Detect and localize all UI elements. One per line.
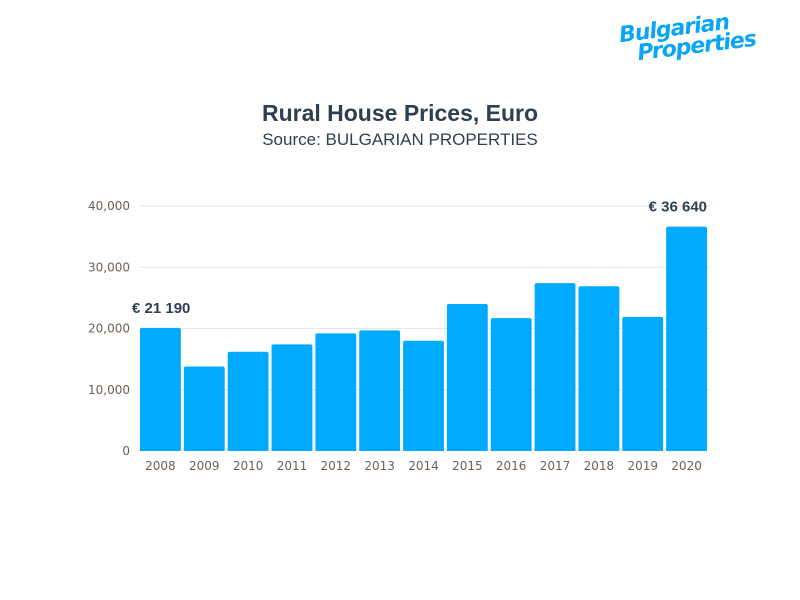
bar-2011 — [271, 344, 313, 451]
x-tick-label: 2017 — [540, 459, 571, 473]
data-label: € 36 640 — [649, 199, 707, 216]
x-tick-label: 2008 — [145, 459, 176, 473]
x-tick-label: 2019 — [627, 459, 658, 473]
bar-2018 — [578, 286, 620, 451]
y-tick-label: 30,000 — [88, 260, 130, 274]
x-tick-label: 2014 — [408, 459, 439, 473]
x-tick-label: 2020 — [671, 459, 702, 473]
y-tick-label: 20,000 — [88, 322, 130, 336]
bar-2008 — [140, 327, 181, 451]
bar-2014 — [403, 340, 444, 451]
bar-2017 — [534, 283, 576, 451]
chart-subtitle: Source: BULGARIAN PROPERTIES — [262, 130, 538, 149]
y-tick-label: 10,000 — [88, 383, 130, 397]
y-tick-label: 0 — [122, 444, 130, 458]
x-tick-label: 2012 — [321, 459, 352, 473]
bar-2009 — [183, 366, 225, 451]
bar-2012 — [315, 333, 357, 451]
bar-2013 — [359, 330, 401, 451]
x-tick-label: 2016 — [496, 459, 527, 473]
x-tick-label: 2010 — [233, 459, 264, 473]
x-tick-label: 2018 — [584, 459, 615, 473]
x-tick-label: 2009 — [189, 459, 220, 473]
bar-2019 — [622, 316, 664, 451]
bar-2020 — [666, 226, 707, 451]
x-tick-label: 2013 — [364, 459, 395, 473]
data-label: € 21 190 — [132, 300, 190, 317]
x-tick-label: 2015 — [452, 459, 483, 473]
x-tick-label: 2011 — [277, 459, 308, 473]
y-tick-label: 40,000 — [88, 199, 130, 213]
bar-2016 — [490, 318, 532, 451]
bar-2015 — [446, 304, 488, 451]
chart-title: Rural House Prices, Euro — [261, 100, 539, 126]
bar-2010 — [227, 351, 269, 451]
